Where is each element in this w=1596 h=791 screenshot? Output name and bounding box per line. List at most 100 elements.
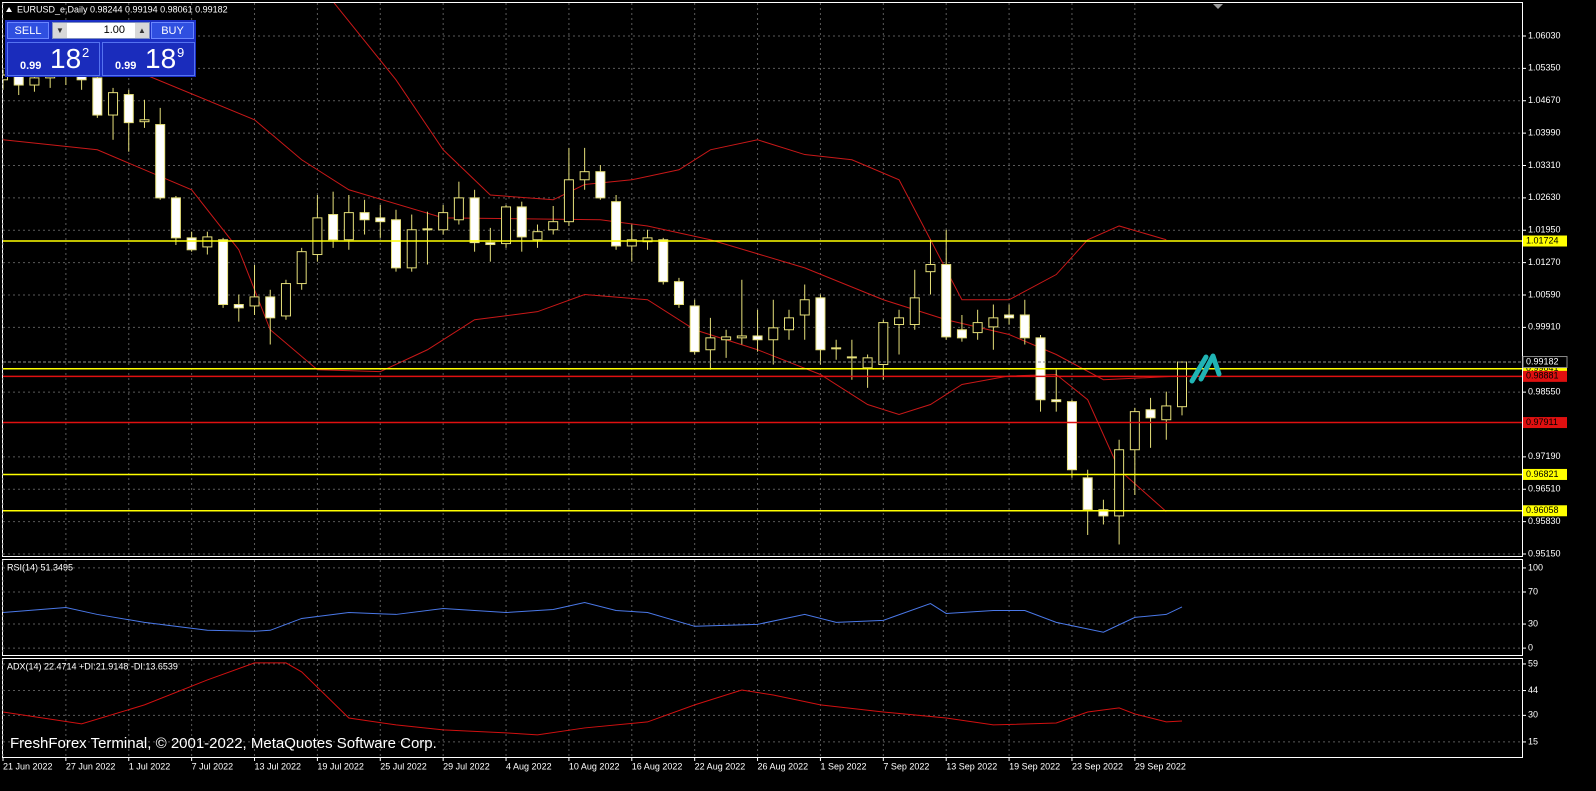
x-tick-label: 7 Sep 2022 <box>883 761 929 771</box>
y-tick-label: 30 <box>1528 710 1538 720</box>
level-label: 0.96821 <box>1526 469 1559 479</box>
candle-body <box>595 171 606 199</box>
candle-body <box>202 236 213 248</box>
x-tick-label: 7 Jul 2022 <box>192 761 234 771</box>
sell-price[interactable]: 0.99 18 2 <box>7 42 100 76</box>
candle-body <box>799 299 810 316</box>
candle-body <box>359 212 370 221</box>
candle-body <box>563 179 574 223</box>
candle-body <box>265 296 276 319</box>
candle-body <box>941 264 952 338</box>
y-tick-label: 1.03310 <box>1528 160 1561 170</box>
candle-body <box>1161 405 1172 421</box>
symbol-info: EURUSD_e,Daily 0.98244 0.99194 0.98061 0… <box>17 4 228 14</box>
y-tick-label: 0.95150 <box>1528 548 1561 558</box>
x-tick-label: 21 Jun 2022 <box>3 761 53 771</box>
watermark: FreshForex Terminal, © 2001-2022, MetaQu… <box>10 735 437 752</box>
lot-field[interactable]: ▼ 1.00 ▲ <box>52 22 150 39</box>
candle-body <box>548 221 559 231</box>
pane-marks <box>3 602 1183 633</box>
candle-body <box>218 239 229 306</box>
x-tick-label: 1 Jul 2022 <box>129 761 171 771</box>
candle-body <box>721 336 732 341</box>
candle-body <box>532 231 543 241</box>
bid-label: 0.99182 <box>1526 356 1559 366</box>
y-tick-label: 0.96510 <box>1528 484 1561 494</box>
buy-price[interactable]: 0.99 18 9 <box>102 42 195 76</box>
collapse-arrow[interactable] <box>6 7 12 12</box>
level-label: 0.99041 <box>1526 363 1559 373</box>
y-tick-label: 0.99910 <box>1528 322 1561 332</box>
price-small: 9 <box>177 45 185 60</box>
axis-layer: 21 Jun 2022 27 Jun 2022 1 Jul 2022 7 Jul 20… <box>2 30 1568 771</box>
candle-body <box>909 297 920 326</box>
candle-body <box>123 94 134 124</box>
x-tick-label: 26 Aug 2022 <box>758 761 809 771</box>
logo <box>1189 353 1222 384</box>
x-tick-label: 19 Jul 2022 <box>317 761 364 771</box>
candle-body <box>453 197 464 221</box>
x-tick-label: 4 Aug 2022 <box>506 761 552 771</box>
lot-value: 1.00 <box>103 24 125 36</box>
lot-up[interactable]: ▲ <box>135 23 149 38</box>
candle-body <box>501 206 512 245</box>
x-tick-label: 29 Jul 2022 <box>443 761 490 771</box>
price-big: 0.99 <box>115 60 137 72</box>
candle-body <box>3 74 8 81</box>
candle-body <box>956 329 967 339</box>
buy-button[interactable]: BUY <box>151 22 194 39</box>
y-tick-label: 1.04670 <box>1528 95 1561 105</box>
candle-body <box>1066 401 1077 471</box>
indicator-title: RSI(14) 51.3495 <box>7 562 73 572</box>
adx-pane-border <box>2 658 1523 758</box>
x-tick-label: 19 Sep 2022 <box>1009 761 1060 771</box>
candle-body <box>469 197 480 244</box>
candle-body <box>626 239 637 247</box>
y-tick-label: 0.98550 <box>1528 386 1561 396</box>
level-label-box <box>1523 505 1567 517</box>
y-tick-label: 100 <box>1528 562 1543 572</box>
candle-body <box>1098 509 1109 517</box>
indicator-title: ADX(14) 22.4714 +DI:21.9148 -DI:13.6539 <box>7 661 178 671</box>
candle-body <box>768 327 779 341</box>
candle-body <box>1177 361 1187 408</box>
x-tick-label: 10 Aug 2022 <box>569 761 620 771</box>
level-label: 0.96058 <box>1526 505 1559 515</box>
candle-body <box>280 283 291 317</box>
pane-marks <box>3 662 1183 736</box>
lot-down[interactable]: ▼ <box>53 23 67 38</box>
candle-body <box>438 212 449 231</box>
y-tick-label: 15 <box>1528 736 1538 746</box>
pane-marks <box>3 3 1522 545</box>
candle-body <box>422 228 433 231</box>
candle-body <box>375 217 386 223</box>
one-click-panel: SELL ▼ 1.00 ▲ BUY 0.99 18 2 0.99 18 9 <box>5 20 196 77</box>
sell-button[interactable]: SELL <box>7 22 49 39</box>
candle-body <box>658 239 669 283</box>
price-big: 0.99 <box>20 60 42 72</box>
level-label-box <box>1523 363 1567 375</box>
x-tick-label: 1 Sep 2022 <box>820 761 866 771</box>
candle-body <box>862 357 873 369</box>
level-label: 1.01724 <box>1526 235 1559 245</box>
candle-body <box>689 305 700 353</box>
y-tick-label: 59 <box>1528 658 1538 668</box>
x-tick-label: 25 Jul 2022 <box>380 761 427 771</box>
candle-body <box>878 322 889 366</box>
candle-body <box>988 317 999 328</box>
candle-body <box>736 335 747 339</box>
bollinger-band <box>333 3 1167 301</box>
candle-body <box>925 264 936 273</box>
y-tick-label: 1.03990 <box>1528 127 1561 137</box>
level-label-box <box>1523 468 1567 480</box>
y-tick-label: 1.01270 <box>1528 257 1561 267</box>
indicator-line <box>3 662 1183 736</box>
shift-marker[interactable] <box>1213 4 1223 9</box>
candle-body <box>846 356 857 359</box>
candle-body <box>186 237 197 251</box>
candle-body <box>139 119 150 123</box>
candle-body <box>296 251 307 285</box>
grid-layer <box>2 3 1522 757</box>
candle-body <box>705 337 716 351</box>
